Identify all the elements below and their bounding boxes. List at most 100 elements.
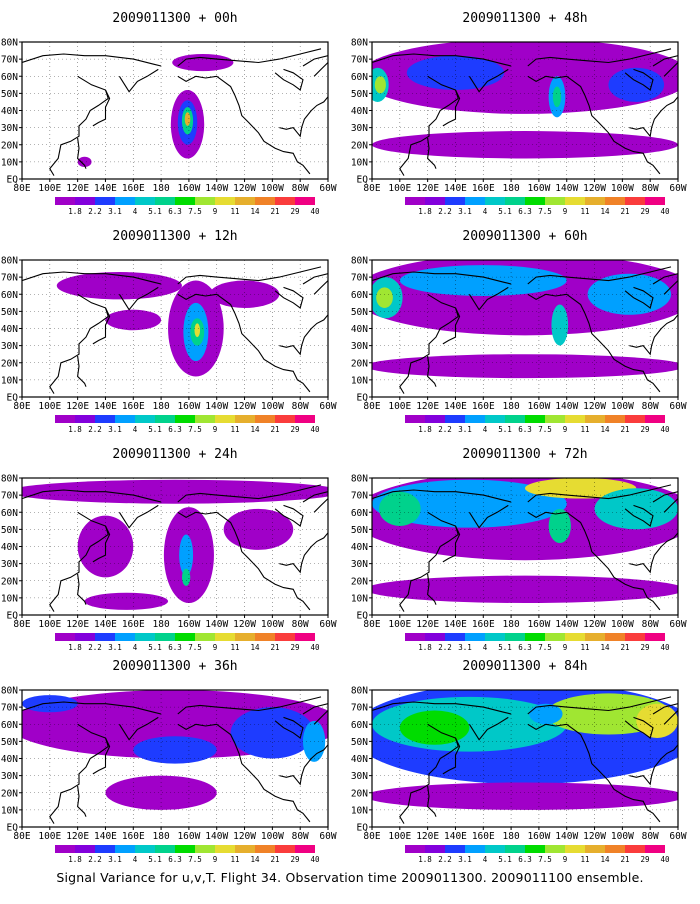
variance-blob <box>552 86 562 108</box>
colorbar-label: 21 <box>620 643 629 652</box>
colorbar-swatch <box>155 845 175 853</box>
variance-blob <box>406 55 505 90</box>
colorbar-swatch <box>425 415 445 423</box>
colorbar-label: 14 <box>600 855 610 864</box>
colorbar-label: 11 <box>230 425 239 434</box>
colorbar-swatch <box>195 845 215 853</box>
y-tick-label: 60N <box>351 508 368 519</box>
y-tick-label: 20N <box>1 358 18 369</box>
colorbar-label: 5.1 <box>148 425 162 434</box>
y-tick-label: 70N <box>351 491 368 502</box>
x-tick-label: 140E <box>94 831 117 842</box>
coastline <box>663 280 678 295</box>
panel-title: 2009011300 + 36h <box>112 659 237 674</box>
x-tick-label: 140E <box>94 183 117 194</box>
colorbar-swatch <box>215 197 235 205</box>
colorbar-swatch <box>525 633 545 641</box>
x-tick-label: 100W <box>261 401 284 412</box>
y-tick-label: 80N <box>1 38 18 49</box>
colorbar-label: 9 <box>563 425 568 434</box>
variance-blob <box>179 534 194 576</box>
variance-blob <box>22 695 78 713</box>
x-tick-label: 100E <box>388 619 411 630</box>
coastline <box>177 511 311 611</box>
x-tick-label: 80W <box>642 401 659 412</box>
colorbar-swatch <box>625 633 645 641</box>
colorbar: 1.8 2.2 3.1 4 5.1 6.3 7.5 9 11 14 21 29 40 <box>405 633 670 652</box>
colorbar-swatch <box>485 633 505 641</box>
y-tick-label: 60N <box>1 72 18 83</box>
y-tick-label: 20N <box>1 576 18 587</box>
coastline <box>22 53 162 67</box>
coastline <box>442 307 461 345</box>
x-tick-label: 160E <box>122 619 145 630</box>
variance-blob <box>181 568 191 586</box>
x-tick-label: 60W <box>319 401 336 412</box>
x-tick-label: 180 <box>153 183 170 194</box>
colorbar-label: 4 <box>483 643 488 652</box>
colorbar-label: 1.8 <box>68 207 82 216</box>
x-tick-label: 100W <box>611 183 634 194</box>
y-tick-label: 30N <box>351 771 368 782</box>
colorbar-label: 9 <box>563 207 568 216</box>
colorbar-swatch <box>625 415 645 423</box>
colorbar-label: 1.8 <box>418 643 432 652</box>
x-tick-label: 80W <box>642 619 659 630</box>
colorbar-label: 3.1 <box>108 207 122 216</box>
coastline <box>313 280 328 295</box>
variance-field <box>22 42 328 179</box>
variance-blob <box>372 354 678 379</box>
colorbar-label: 9 <box>213 855 218 864</box>
colorbar-label: 21 <box>270 207 279 216</box>
variance-blob <box>378 491 421 526</box>
colorbar: 1.8 2.2 3.1 4 5.1 6.3 7.5 9 11 14 21 29 40 <box>405 415 670 434</box>
y-tick-label: 50N <box>1 737 18 748</box>
colorbar-label: 6.3 <box>518 207 532 216</box>
x-tick-label: 80E <box>363 619 380 630</box>
x-tick-label: 80W <box>642 183 659 194</box>
x-tick-label: 120W <box>233 401 256 412</box>
variance-blob <box>77 156 92 168</box>
colorbar-label: 14 <box>600 425 610 434</box>
coastline <box>527 48 672 67</box>
colorbar: 1.8 2.2 3.1 4 5.1 6.3 7.5 9 11 14 21 29 40 <box>55 845 320 864</box>
colorbar-label: 9 <box>213 643 218 652</box>
colorbar-swatch <box>215 633 235 641</box>
colorbar-swatch <box>115 415 135 423</box>
colorbar-swatch <box>135 845 155 853</box>
colorbar-label: 6.3 <box>168 643 182 652</box>
y-tick-label: 70N <box>351 703 368 714</box>
y-tick-label: EQ <box>357 175 369 186</box>
x-tick-label: 180 <box>503 183 520 194</box>
colorbar-label: 29 <box>290 425 299 434</box>
y-tick-label: 70N <box>351 55 368 66</box>
x-tick-label: 160E <box>472 619 495 630</box>
y-tick-label: 80N <box>351 686 368 697</box>
coastline <box>372 271 512 285</box>
y-tick-label: 50N <box>351 737 368 748</box>
coastline <box>279 532 328 574</box>
colorbar-swatch <box>55 415 75 423</box>
coastline <box>118 286 159 311</box>
colorbar-swatch <box>445 197 465 205</box>
coastline <box>468 504 509 529</box>
colorbar-swatch <box>215 845 235 853</box>
coastline <box>302 55 328 67</box>
colorbar-swatch <box>275 845 295 853</box>
colorbar-swatch <box>95 197 115 205</box>
y-tick-label: 40N <box>1 542 18 553</box>
coastline <box>22 489 162 503</box>
colorbar-swatch <box>115 845 135 853</box>
x-tick-label: 180 <box>153 401 170 412</box>
x-tick-label: 80W <box>292 183 309 194</box>
colorbar-label: 7.5 <box>188 425 202 434</box>
colorbar: 1.8 2.2 3.1 4 5.1 6.3 7.5 9 11 14 21 29 40 <box>55 415 320 434</box>
colorbar-swatch <box>295 845 315 853</box>
x-tick-label: 120E <box>66 183 89 194</box>
x-tick-label: 100W <box>611 401 634 412</box>
colorbar-label: 9 <box>563 855 568 864</box>
y-tick-label: 20N <box>351 358 368 369</box>
colorbar-label: 2.2 <box>438 643 452 652</box>
colorbar-label: 4 <box>133 643 138 652</box>
colorbar-label: 3.1 <box>458 425 472 434</box>
